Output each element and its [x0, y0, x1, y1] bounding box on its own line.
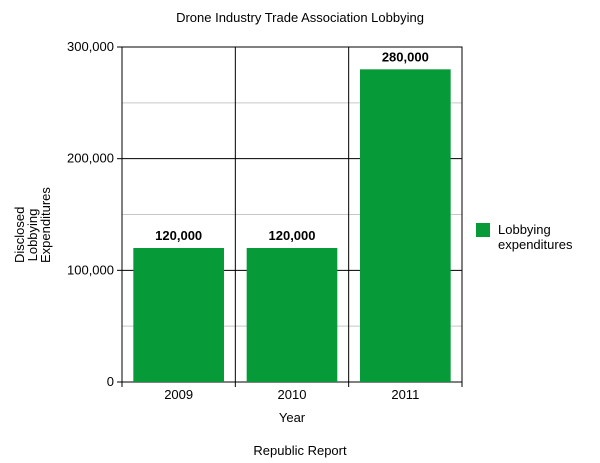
- data-label: 120,000: [269, 228, 316, 243]
- x-tick-label: 2009: [164, 387, 193, 402]
- y-tick-label: 100,000: [67, 262, 114, 277]
- y-axis-label-line: Expenditures: [38, 187, 53, 263]
- x-tick-label: 2011: [391, 387, 419, 402]
- x-tick-label: 2010: [278, 387, 307, 402]
- data-label: 120,000: [155, 228, 202, 243]
- legend-swatch: [476, 223, 490, 237]
- bar: [133, 248, 224, 382]
- legend: Lobbying expenditures: [476, 222, 588, 252]
- x-axis-label: Year: [278, 410, 306, 425]
- data-label: 280,000: [382, 49, 429, 64]
- bar: [360, 69, 451, 382]
- y-tick-label: 0: [107, 374, 114, 389]
- bar: [246, 248, 338, 382]
- chart-title: Drone Industry Trade Association Lobbyin…: [176, 10, 424, 25]
- y-tick-label: 300,000: [67, 39, 114, 54]
- legend-label: Lobbying expenditures: [498, 222, 573, 252]
- source-note: Republic Report: [253, 443, 347, 458]
- y-tick-label: 200,000: [67, 151, 114, 166]
- y-axis-label: Disclosed Lobbying Expenditures: [12, 187, 53, 263]
